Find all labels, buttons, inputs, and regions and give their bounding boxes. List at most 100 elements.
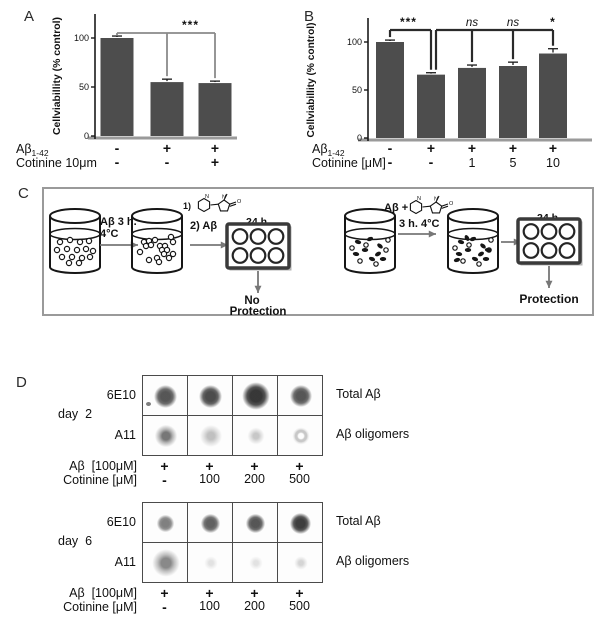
well-plate-icon <box>516 217 583 266</box>
treatment-value: + <box>211 140 219 156</box>
footer-value: 100 <box>199 472 220 486</box>
footer-value: + <box>160 458 169 474</box>
arrow-icon <box>190 241 228 249</box>
bar <box>198 83 232 136</box>
significance-bracket <box>388 28 433 70</box>
cotinine-structure-icon: N NO <box>409 195 454 215</box>
panel-c: C Aβ 3 h. 4°C 1) N N O 2) Aβ 24 h. No Protection A… <box>0 185 600 325</box>
footer-value: + <box>250 458 259 474</box>
panel-c-schematic: Aβ 3 h.4°C1)N NO2) Aβ 24 h.NoProtectionAβ … <box>42 187 594 318</box>
footer-value: + <box>295 458 304 474</box>
footer-value: 500 <box>289 599 310 613</box>
footer-row-label: Aβ [100μM] <box>69 459 137 473</box>
antibody-label: A11 <box>114 428 136 442</box>
y-tick-label: 50 <box>79 82 89 92</box>
y-tick-label: 100 <box>74 33 89 43</box>
well <box>267 228 285 245</box>
dot-blot <box>153 383 178 409</box>
well <box>558 223 576 240</box>
aggregate-dots <box>53 236 97 267</box>
atom-label: N <box>205 194 209 200</box>
blot-cell <box>278 503 323 543</box>
bar <box>100 38 134 136</box>
blot-cell <box>233 503 278 543</box>
panel-a-chart: 0 50 100 Cellviabillity (% control) *** Aβ1-4… <box>16 14 237 170</box>
treatment-value: + <box>549 140 557 156</box>
panel-a: A 0 50 100 Cellviabillity (% control) *** Aβ1… <box>0 0 300 183</box>
blot-cell <box>278 416 323 456</box>
panel-d-label: D <box>16 374 27 391</box>
target-label: Total Aβ <box>336 514 381 528</box>
y-axis-title: Cellviabillity (% control) <box>305 23 317 138</box>
aggregate-dots <box>349 236 391 267</box>
treatment-value: + <box>427 140 435 156</box>
atom-label: O <box>449 201 454 207</box>
footer-row-label: Cotinine [μM] <box>63 473 137 487</box>
well <box>249 228 267 245</box>
step1-label: 1) <box>183 201 191 211</box>
dot-blot <box>292 555 309 571</box>
treatment-value: 1 <box>469 156 476 170</box>
dot-blot <box>197 423 224 449</box>
beaker-icon <box>447 208 499 274</box>
significance-label: ns <box>507 17 519 29</box>
dot-blot <box>156 513 175 533</box>
dot-blot-grid <box>142 375 323 456</box>
incubation-label: Aβ 3 h. <box>100 216 137 228</box>
significance-bracket <box>116 32 216 79</box>
panel-b: B 0 50 100 Cellviabillity (% control) *** ns n… <box>300 0 600 183</box>
aggregate-dots <box>136 233 177 266</box>
outcome-label: Protection <box>230 306 287 318</box>
panel-b-chart: 0 50 100 Cellviabillity (% control) *** ns ns *… <box>305 15 592 170</box>
day-label: day 6 <box>58 534 93 548</box>
arrow-icon <box>545 266 553 288</box>
panel-c-label: C <box>18 185 29 202</box>
target-label: Aβ oligomers <box>336 554 410 568</box>
well <box>540 223 558 240</box>
blot-cell <box>143 376 188 416</box>
footer-value: - <box>162 599 167 615</box>
arrow-icon <box>254 271 262 293</box>
dot-blot <box>149 547 182 579</box>
antibody-label: 6E10 <box>106 388 136 402</box>
bar-chart: 0 50 100 Cellviabillity (% control) *** ns ns *… <box>305 15 592 170</box>
dot-blot <box>198 383 223 409</box>
day-label: day 2 <box>58 407 93 421</box>
bar <box>417 74 445 138</box>
treatment-value: - <box>165 154 170 170</box>
well <box>540 242 558 259</box>
significance-bracket <box>434 28 555 70</box>
bar <box>376 42 404 138</box>
mix-label: Aβ + <box>384 202 408 214</box>
treatment-value: + <box>509 140 517 156</box>
blot-cell <box>143 543 188 583</box>
dot-blot <box>288 384 313 408</box>
blot-cell <box>143 503 188 543</box>
well <box>267 247 285 264</box>
significance-label: ns <box>466 17 478 29</box>
y-tick-label: 0 <box>84 131 89 141</box>
panel-c-box <box>42 187 594 316</box>
treatment-value: + <box>163 140 171 156</box>
liquid-level <box>49 227 101 241</box>
footer-value: - <box>162 472 167 488</box>
beaker-icon <box>131 208 183 274</box>
treatment-row-label: Aβ1-42 <box>312 142 345 158</box>
target-label: Aβ oligomers <box>336 427 410 441</box>
treatment-row-label: Cotinine 10μm <box>16 156 97 170</box>
target-label: Total Aβ <box>336 387 381 401</box>
treatment-value: 5 <box>510 156 517 170</box>
dot-blot <box>152 423 179 449</box>
treatment-value: - <box>115 140 120 156</box>
footer-value: + <box>205 585 214 601</box>
incubation-label: 3 h. 4°C <box>399 218 440 230</box>
blot-cell <box>233 416 278 456</box>
treatment-value: - <box>115 154 120 170</box>
footer-row-label: Cotinine [μM] <box>63 600 137 614</box>
treatment-value: + <box>211 154 219 170</box>
well <box>522 223 540 240</box>
beaker-icon <box>344 208 396 274</box>
dot-blot <box>247 555 264 571</box>
atom-label: N <box>417 196 421 202</box>
